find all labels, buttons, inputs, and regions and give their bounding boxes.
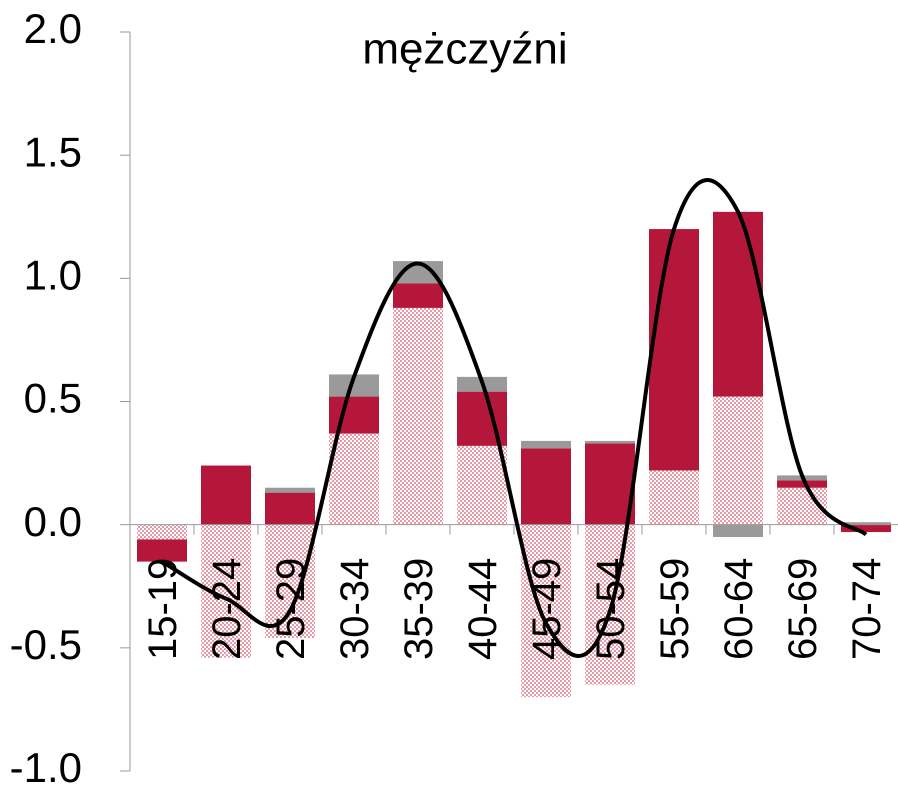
bar-segment [521,524,571,698]
bar-segment [393,283,443,308]
bar-segment [329,374,379,397]
chart-title: mężczyźni [362,25,567,74]
bar-segment [393,261,443,284]
bar-segment [457,445,507,525]
bar-segment [521,440,571,449]
bar-segment [457,391,507,446]
bar-segment [265,487,315,493]
bar-segment [521,448,571,525]
x-tick-label: 65-69 [781,558,825,660]
x-tick-label: 35-39 [397,558,441,660]
y-tick-label: 0.5 [24,375,82,422]
line [160,178,868,658]
bar-segment [713,211,763,397]
bar-segment [649,470,699,525]
bar-segment [841,524,891,533]
x-tick-label: 70-74 [845,558,889,660]
x-tick-label: 15-19 [141,558,185,660]
bar-segment [265,492,315,525]
bar-segment [137,524,187,540]
bar-segment [841,522,891,525]
bar-segment [713,524,763,537]
x-tick-label: 45-49 [525,558,569,660]
y-tick-label: 1.0 [24,251,82,298]
y-tick-label: -0.5 [10,621,82,668]
bar-segment [649,229,699,471]
bar-segment [137,539,187,562]
bar-segment [329,433,379,525]
y-tick-label: 0.0 [24,498,82,545]
bar-segment [777,480,827,488]
y-tick-label: 2.0 [24,5,82,52]
bar-segment [585,440,635,444]
x-tick-label: 40-44 [461,558,505,660]
bar-segment [329,396,379,434]
bar-segment [201,465,251,525]
x-tick-label: 30-34 [333,558,377,660]
bar-segment [585,443,635,525]
y-tick-label: 1.5 [24,128,82,175]
bar-segment [265,524,315,638]
bar-segment [393,307,443,525]
x-tick-label: 55-59 [653,558,697,660]
y-tick-label: -1.0 [10,744,82,791]
bar-segment [713,396,763,525]
x-tick-label: 60-64 [717,558,761,660]
